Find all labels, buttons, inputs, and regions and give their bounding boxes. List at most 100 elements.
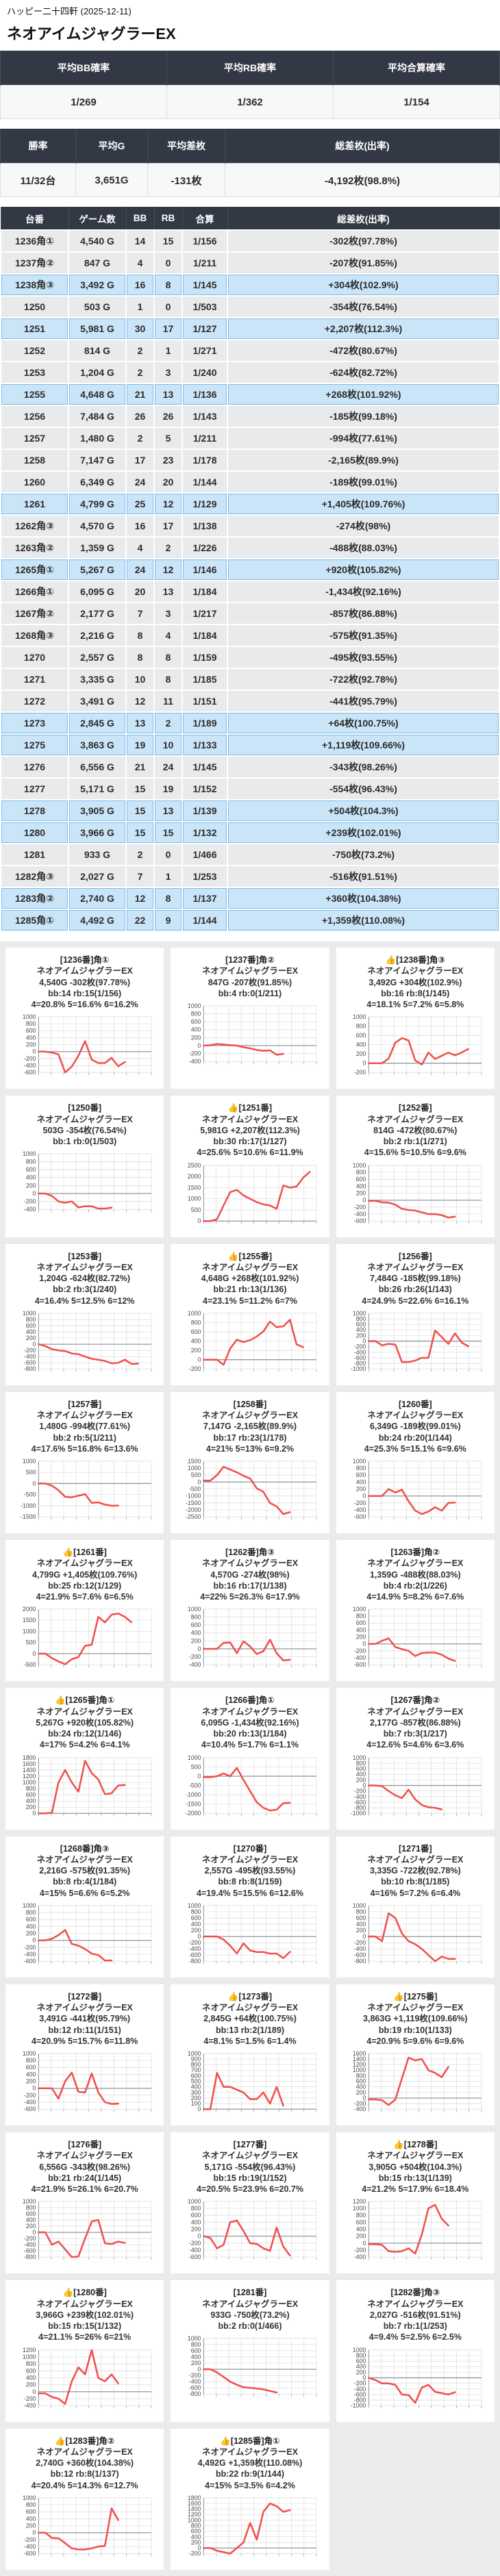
stats-line: 2,740G +360枚(104.38%) [36,2458,134,2468]
thumbs-up-icon: 👍 [220,2436,231,2446]
card-title: [1237番]角② [225,955,275,965]
card-title: 👍[1283番]角② [55,2436,115,2446]
table-row: 1250 503 G 1 0 1/503 -354枚(76.54%) [0,295,500,318]
svg-text:200: 200 [25,1804,36,1810]
svg-text:200: 200 [25,1335,36,1341]
settings-line: 4=16.4% 5=12.5% 6=12% [34,1296,135,1306]
cell-games: 1,480 G [68,427,127,450]
cell-bb: 15 [125,799,155,822]
cell-dai: 1252 [0,339,69,362]
svg-text:1000: 1000 [353,1162,366,1169]
cell-diff: -488枚(88.03%) [227,536,500,559]
table-row: 1267角② 2,177 G 7 3 1/217 -857枚(86.88%) [0,602,500,625]
settings-line: 4=15% 5=6.6% 6=5.2% [39,1888,130,1898]
machine-name: ネオアイムジャグラーEX [367,2003,464,2012]
cell-rb: 9 [153,909,183,932]
svg-text:600: 600 [25,1916,36,1923]
svg-text:400: 400 [25,2071,36,2078]
svg-text:0: 0 [198,1217,201,1224]
card-title: [1272番] [68,1991,101,2002]
svg-text:0: 0 [198,2233,201,2240]
cell-diff: +1,359枚(110.08%) [227,909,500,932]
card-title: [1271番] [399,1843,432,1854]
cell-gassan: 1/185 [182,668,228,691]
svg-text:-200: -200 [189,1654,201,1660]
svg-text:1400: 1400 [23,1766,36,1773]
svg-text:400: 400 [25,2515,36,2522]
settings-line: 4=20.8% 5=16.6% 6=16.2% [31,1000,138,1009]
cell-games: 7,147 G [68,449,127,472]
svg-text:200: 200 [191,2095,201,2101]
svg-text:800: 800 [356,1465,366,1472]
cell-bb: 15 [125,821,155,844]
table-row: 1272 3,491 G 12 11 1/151 -441枚(95.79%) [0,690,500,713]
cell-bb: 25 [125,492,155,516]
svg-text:0: 0 [32,1341,36,1348]
settings-line: 4=10.4% 5=1.7% 6=1.1% [201,1740,299,1750]
cell-dai: 1282角③ [0,865,69,888]
cell-rb: 13 [153,383,183,406]
svg-text:-600: -600 [354,1661,366,1668]
svg-text:600: 600 [191,2072,201,2079]
svg-text:-1000: -1000 [351,1810,366,1817]
cell-bb: 17 [125,449,155,472]
cell-bb: 8 [125,646,155,669]
svg-text:1000: 1000 [188,1902,201,1909]
svg-text:1600: 1600 [353,2050,366,2057]
svg-text:1000: 1000 [188,2198,201,2205]
svg-text:0: 0 [198,1042,201,1049]
svg-text:800: 800 [191,1908,201,1915]
table-row: 1281 933 G 2 0 1/466 -750枚(73.2%) [0,843,500,866]
stats-line: 1,480G -994枚(77.61%) [39,1422,131,1432]
svg-text:500: 500 [25,1469,36,1476]
svg-text:0: 0 [32,1480,36,1487]
svg-text:800: 800 [356,1908,366,1915]
svg-text:200: 200 [356,1634,366,1641]
cell-gassan: 1/159 [182,646,228,669]
cell-rb: 10 [153,733,183,757]
cell-rb: 13 [153,580,183,603]
svg-text:-600: -600 [23,2550,36,2557]
bbrb-line: bb:4 rb:2(1/226) [383,1580,447,1591]
cell-dai: 1255 [0,383,69,406]
machine-card: 👍[1278番] ネオアイムジャグラーEX 3,905G +504枚(104.3%)… [336,2132,495,2274]
thumbs-up-icon: 👍 [62,1548,74,1557]
svg-text:0: 0 [198,1356,201,1363]
cell-dai: 1271 [0,668,69,691]
cell-diff: +920枚(105.82%) [227,558,500,581]
svg-text:-800: -800 [354,1804,366,1811]
svg-text:-800: -800 [23,1365,36,1372]
svg-text:-400: -400 [354,2106,366,2112]
cell-bb: 16 [125,273,155,296]
svg-text:600: 600 [191,2347,201,2354]
bbrb-line: bb:8 rb:4(1/184) [53,1877,117,1887]
svg-text:-400: -400 [354,1506,366,1513]
cell-gassan: 1/226 [182,536,228,559]
table-row: 1261 4,799 G 25 12 1/129 +1,405枚(109.76%) [0,492,500,516]
svg-text:600: 600 [356,1321,366,1328]
svg-text:200: 200 [356,1332,366,1339]
svg-text:-200: -200 [354,1647,366,1654]
svg-text:200: 200 [356,1189,366,1196]
stats-line: 2,027G -516枚(91.51%) [369,2310,461,2320]
svg-text:200: 200 [191,2226,201,2233]
table-row: 1277 5,171 G 15 19 1/152 -554枚(96.43%) [0,777,500,800]
svg-text:0: 0 [363,2374,366,2381]
svg-text:1000: 1000 [23,1628,36,1635]
table-row: 1236角① 4,540 G 14 15 1/156 -302枚(97.78%) [0,229,500,253]
machine-name: ネオアイムジャグラーEX [201,2003,299,2012]
svg-text:0: 0 [363,1493,366,1500]
stats-line: 4,570G -274枚(98%) [210,1569,290,1580]
svg-text:-800: -800 [354,1958,366,1965]
cell-rb: 11 [153,690,183,713]
svg-text:200: 200 [191,1347,201,1354]
cell-games: 2,845 G [68,711,127,735]
svg-text:1500: 1500 [188,1184,201,1191]
svg-text:-400: -400 [23,2241,36,2248]
